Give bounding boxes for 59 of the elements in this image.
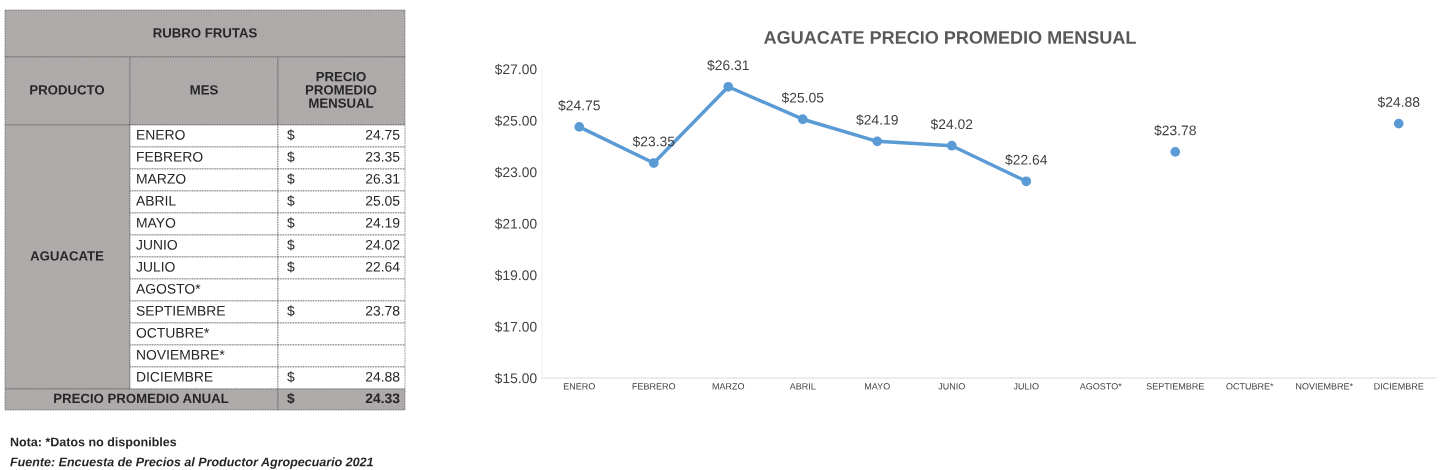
x-tick-label: NOVIEMBRE* [1296, 383, 1353, 390]
y-tick-label: $25.00 [494, 115, 537, 127]
text: $24.75 [287, 129, 400, 141]
text: $22.64 [287, 261, 400, 273]
text: $ [287, 392, 295, 405]
category-label: OCTUBRE* [136, 327, 210, 338]
category-label: FEBRERO [137, 151, 203, 162]
x-tick-label: JULIO [1013, 383, 1039, 390]
text: Nota: *Datos no disponibles [10, 437, 177, 449]
category-label: JUNIO [136, 239, 177, 250]
category-label: NOVIEMBRE* [137, 349, 225, 360]
text: $24.88 [287, 371, 400, 383]
text: AGUACATE [30, 251, 104, 261]
x-tick-label: DICIEMBRE [1374, 383, 1424, 390]
text: MES [190, 85, 218, 95]
data-label: $24.88 [1377, 96, 1420, 108]
data-label: $25.05 [781, 92, 824, 104]
category-label: MAYO [137, 217, 176, 228]
x-tick-label: AGOSTO* [1079, 383, 1122, 390]
category-label: AGOSTO* [136, 283, 201, 294]
text: PRECIO PROMEDIO MENSUAL [305, 71, 377, 108]
category-label: ENERO [137, 129, 185, 140]
text: $26.31 [287, 173, 400, 185]
x-tick-label: JUNIO [938, 383, 965, 390]
y-tick-label: $15.00 [494, 372, 537, 384]
x-tick-label: MARZO [712, 383, 745, 390]
text: $24.19 [287, 217, 400, 229]
category-label: JULIO [136, 261, 175, 272]
text: PRODUCTO [30, 85, 105, 95]
text: RUBRO FRUTAS [153, 28, 257, 38]
x-tick-label: MAYO [865, 383, 890, 390]
text: $25.05 [287, 195, 400, 207]
x-tick-label: SEPTIEMBRE [1146, 383, 1204, 390]
chart-title: AGUACATE PRECIO PROMEDIO MENSUAL [764, 31, 1136, 44]
x-tick-label: OCTUBRE* [1226, 383, 1274, 390]
category-label: MARZO [137, 173, 186, 184]
text: $23.78 [287, 305, 400, 317]
category-label: ABRIL [136, 196, 176, 206]
data-label: $22.64 [1005, 154, 1048, 166]
text: $24.02 [287, 239, 400, 251]
text: PRECIO PROMEDIO ANUAL [54, 393, 229, 404]
y-tick-label: $27.00 [494, 63, 537, 75]
data-label: $23.78 [1154, 124, 1196, 137]
data-label: $24.75 [558, 99, 600, 112]
x-tick-label: ENERO [563, 383, 595, 390]
y-tick-label: $21.00 [494, 218, 537, 230]
category-label: SEPTIEMBRE [136, 305, 225, 316]
data-label: $24.02 [930, 118, 973, 130]
category-label: DICIEMBRE [137, 371, 213, 382]
x-tick-label: ABRIL [789, 383, 816, 390]
y-tick-label: $23.00 [494, 166, 537, 178]
y-tick-label: $17.00 [494, 321, 537, 333]
data-label: $26.31 [707, 59, 749, 71]
x-tick-label: FEBRERO [632, 383, 676, 390]
y-tick-label: $19.00 [494, 269, 537, 281]
source-note: Fuente: Encuesta de Precios al Productor Agropecuario 2021 [10, 457, 373, 469]
text: 24.33 [365, 393, 400, 404]
text: $23.35 [287, 151, 400, 163]
data-label: $24.19 [856, 114, 898, 126]
